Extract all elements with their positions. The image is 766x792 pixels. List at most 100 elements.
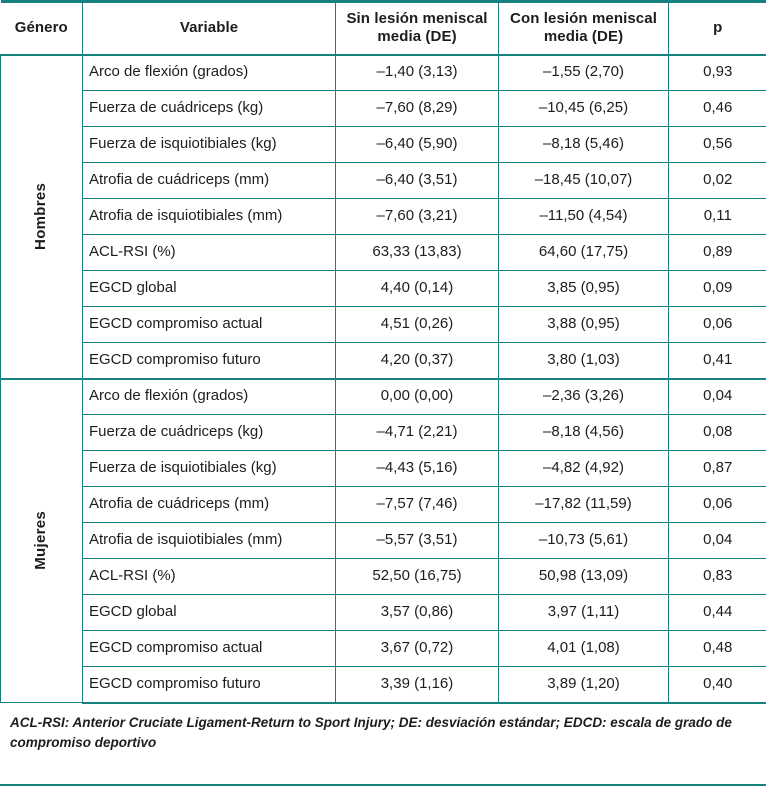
p-value-cell: 0,56 — [668, 126, 766, 163]
p-value-cell: 0,08 — [668, 414, 766, 451]
sin-lesion-cell: 63,33 (13,83) — [335, 234, 499, 271]
table-row: EGCD compromiso futuro 3,39 (1,16) 3,89 … — [1, 666, 766, 704]
p-value-cell: 0,89 — [668, 234, 766, 271]
sin-lesion-cell: 3,67 (0,72) — [335, 630, 499, 667]
con-lesion-cell: 50,98 (13,09) — [498, 558, 669, 595]
table-row: EGCD global 3,57 (0,86) 3,97 (1,11) 0,44 — [1, 594, 766, 631]
sin-lesion-cell: –5,57 (3,51) — [335, 522, 499, 559]
p-value-cell: 0,93 — [668, 54, 766, 91]
sin-lesion-cell: 0,00 (0,00) — [335, 377, 499, 415]
variable-cell: Fuerza de cuádriceps (kg) — [82, 414, 336, 451]
sin-lesion-cell: –6,40 (3,51) — [335, 162, 499, 199]
con-lesion-cell: 3,85 (0,95) — [498, 270, 669, 307]
table-row: Hombres Arco de flexión (grados) –1,40 (… — [0, 54, 766, 379]
con-lesion-cell: 4,01 (1,08) — [498, 630, 669, 667]
gender-label-hombres: Hombres — [0, 54, 83, 379]
variable-cell: Atrofia de cuádriceps (mm) — [82, 486, 336, 523]
con-lesion-cell: –10,73 (5,61) — [498, 522, 669, 559]
sin-lesion-cell: 3,57 (0,86) — [335, 594, 499, 631]
table-row: EGCD compromiso actual 3,67 (0,72) 4,01 … — [1, 630, 766, 667]
column-header-sin-lesion: Sin lesión meniscal media (DE) — [335, 0, 499, 56]
gender-label-text: Hombres — [32, 182, 50, 251]
variable-cell: Atrofia de cuádriceps (mm) — [82, 162, 336, 199]
con-lesion-cell: 3,89 (1,20) — [498, 666, 669, 704]
table-row: Fuerza de cuádriceps (kg) –4,71 (2,21) –… — [1, 414, 766, 451]
con-lesion-cell: –1,55 (2,70) — [498, 54, 669, 91]
table-footnote: ACL-RSI: Anterior Cruciate Ligament-Retu… — [10, 714, 732, 750]
p-value-cell: 0,40 — [668, 666, 766, 704]
p-value-cell: 0,09 — [668, 270, 766, 307]
column-header-p: p — [668, 0, 766, 56]
p-value-cell: 0,02 — [668, 162, 766, 199]
p-value-cell: 0,83 — [668, 558, 766, 595]
con-lesion-cell: –10,45 (6,25) — [498, 90, 669, 127]
table-row: Fuerza de isquiotibiales (kg) –6,40 (5,9… — [1, 126, 766, 163]
con-lesion-cell: –8,18 (5,46) — [498, 126, 669, 163]
variable-cell: ACL-RSI (%) — [82, 558, 336, 595]
sin-lesion-cell: –4,43 (5,16) — [335, 450, 499, 487]
variable-cell: Arco de flexión (grados) — [82, 377, 336, 415]
table-row: EGCD compromiso futuro 4,20 (0,37) 3,80 … — [1, 342, 766, 379]
con-lesion-cell: –4,82 (4,92) — [498, 450, 669, 487]
sin-lesion-cell: –4,71 (2,21) — [335, 414, 499, 451]
p-value-cell: 0,06 — [668, 486, 766, 523]
con-lesion-cell: –2,36 (3,26) — [498, 377, 669, 415]
con-lesion-cell: 3,97 (1,11) — [498, 594, 669, 631]
bottom-divider — [0, 784, 766, 786]
column-header-con-lesion: Con lesión meniscal media (DE) — [498, 0, 669, 56]
p-value-cell: 0,04 — [668, 522, 766, 559]
p-value-cell: 0,48 — [668, 630, 766, 667]
table-row: EGCD compromiso actual 4,51 (0,26) 3,88 … — [1, 306, 766, 343]
gender-label-mujeres: Mujeres — [0, 377, 83, 703]
table-row: Atrofia de isquiotibiales (mm) –7,60 (3,… — [1, 198, 766, 235]
p-value-cell: 0,87 — [668, 450, 766, 487]
p-value-cell: 0,11 — [668, 198, 766, 235]
table-row: ACL-RSI (%) 63,33 (13,83) 64,60 (17,75) … — [1, 234, 766, 271]
con-lesion-cell: –11,50 (4,54) — [498, 198, 669, 235]
table-row: ACL-RSI (%) 52,50 (16,75) 50,98 (13,09) … — [1, 558, 766, 595]
variable-cell: Atrofia de isquiotibiales (mm) — [82, 198, 336, 235]
table-row: Atrofia de cuádriceps (mm) –7,57 (7,46) … — [1, 486, 766, 523]
table-row: Atrofia de isquiotibiales (mm) –5,57 (3,… — [1, 522, 766, 559]
stats-table: Género Variable Sin lesión meniscal medi… — [0, 0, 766, 704]
header-row: Género Variable Sin lesión meniscal medi… — [0, 0, 766, 56]
gender-label-text: Mujeres — [32, 511, 50, 571]
variable-cell: Arco de flexión (grados) — [82, 54, 336, 91]
variable-cell: EGCD compromiso futuro — [82, 666, 336, 704]
sin-lesion-cell: 4,40 (0,14) — [335, 270, 499, 307]
con-lesion-cell: 64,60 (17,75) — [498, 234, 669, 271]
p-value-cell: 0,46 — [668, 90, 766, 127]
variable-cell: EGCD compromiso actual — [82, 630, 336, 667]
sin-lesion-cell: –7,60 (8,29) — [335, 90, 499, 127]
variable-cell: ACL-RSI (%) — [82, 234, 336, 271]
variable-cell: EGCD global — [82, 270, 336, 307]
table-row: Fuerza de isquiotibiales (kg) –4,43 (5,1… — [1, 450, 766, 487]
p-value-cell: 0,06 — [668, 306, 766, 343]
p-value-cell: 0,41 — [668, 342, 766, 379]
variable-cell: Fuerza de isquiotibiales (kg) — [82, 450, 336, 487]
sin-lesion-cell: –7,57 (7,46) — [335, 486, 499, 523]
table-row: Mujeres Arco de flexión (grados) 0,00 (0… — [0, 377, 766, 703]
sin-lesion-cell: 3,39 (1,16) — [335, 666, 499, 704]
con-lesion-cell: 3,80 (1,03) — [498, 342, 669, 379]
sin-lesion-cell: –1,40 (3,13) — [335, 54, 499, 91]
sin-lesion-cell: 4,20 (0,37) — [335, 342, 499, 379]
con-lesion-cell: –18,45 (10,07) — [498, 162, 669, 199]
variable-cell: Fuerza de isquiotibiales (kg) — [82, 126, 336, 163]
table-row: Fuerza de cuádriceps (kg) –7,60 (8,29) –… — [1, 90, 766, 127]
con-lesion-cell: –8,18 (4,56) — [498, 414, 669, 451]
column-header-variable: Variable — [82, 0, 336, 56]
table-row: EGCD global 4,40 (0,14) 3,85 (0,95) 0,09 — [1, 270, 766, 307]
sin-lesion-cell: 52,50 (16,75) — [335, 558, 499, 595]
sin-lesion-cell: –6,40 (5,90) — [335, 126, 499, 163]
con-lesion-cell: 3,88 (0,95) — [498, 306, 669, 343]
con-lesion-cell: –17,82 (11,59) — [498, 486, 669, 523]
variable-cell: Fuerza de cuádriceps (kg) — [82, 90, 336, 127]
p-value-cell: 0,04 — [668, 377, 766, 415]
variable-cell: EGCD compromiso futuro — [82, 342, 336, 379]
column-header-genero: Género — [0, 0, 83, 56]
table-row: Atrofia de cuádriceps (mm) –6,40 (3,51) … — [1, 162, 766, 199]
p-value-cell: 0,44 — [668, 594, 766, 631]
variable-cell: EGCD compromiso actual — [82, 306, 336, 343]
